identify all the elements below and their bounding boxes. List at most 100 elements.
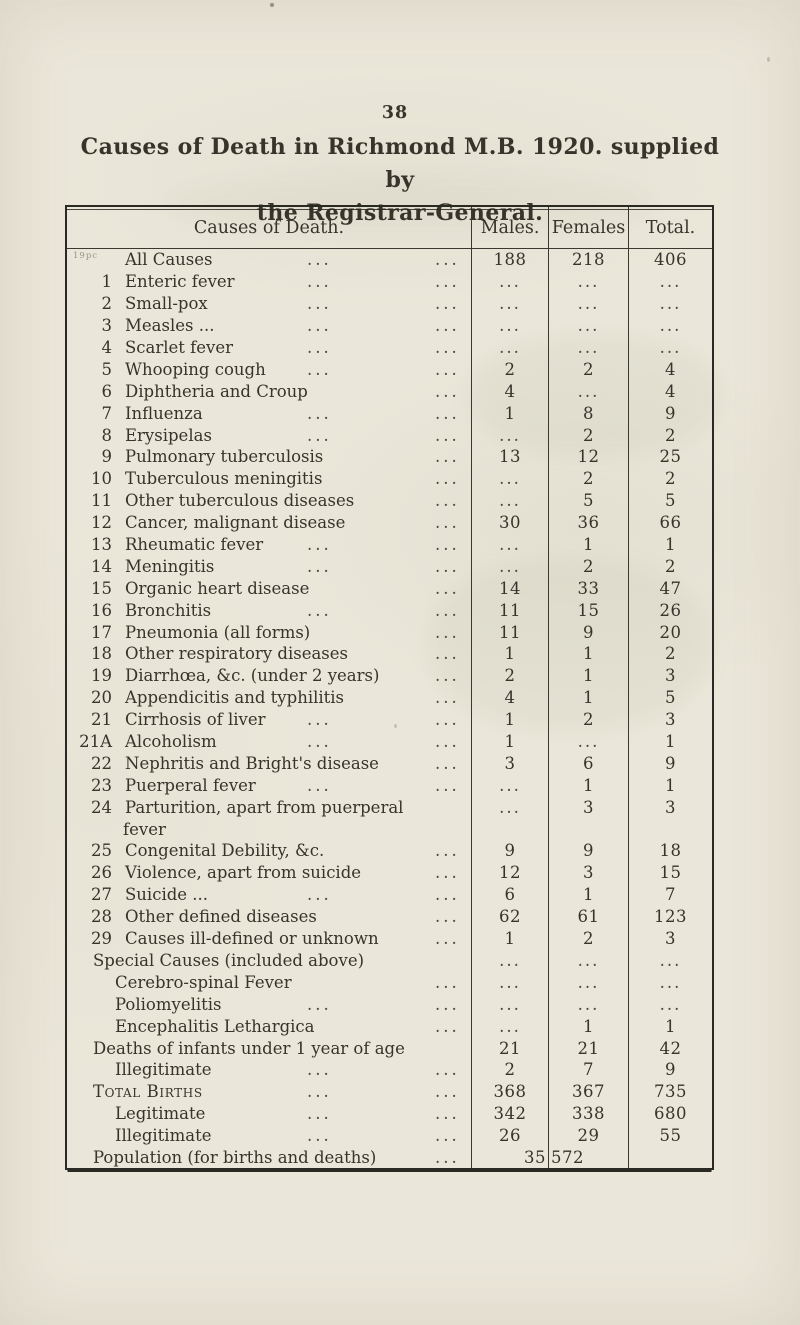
leader-dots: ... — [307, 272, 332, 292]
cause-number: 27 — [91, 885, 112, 905]
cause-label: Alcoholism — [125, 732, 217, 752]
males-value: ... — [471, 1015, 548, 1038]
males-value: ... — [471, 533, 548, 556]
showthrough-smudge — [430, 560, 710, 730]
table-row: 7 Influenza ... ... 1 8 9 — [67, 402, 712, 425]
males-value: ... — [471, 467, 548, 490]
leader-dots: ... — [307, 885, 332, 905]
table-row: Encephalitis Lethargica ... ... 1 1 — [67, 1015, 712, 1038]
total-value: 2 — [628, 643, 712, 665]
females-value — [548, 818, 628, 841]
leader-dots: ... — [435, 929, 460, 949]
cause-label: Congenital Debility, &c. — [125, 841, 325, 861]
leader-dots: ... — [435, 469, 460, 489]
cause-cell: Illegitimate ... ... — [67, 1125, 471, 1147]
cause-cell: 13 Rheumatic fever ... ... — [67, 534, 471, 556]
females-value: 2 — [548, 927, 628, 950]
cause-cell: fever — [67, 818, 471, 840]
cause-number: 9 — [101, 447, 113, 467]
cause-label: Measles ... — [125, 316, 215, 336]
total-value: 3 — [628, 927, 712, 950]
cause-number: 28 — [91, 907, 112, 927]
females-value: 8 — [548, 402, 628, 425]
females-value: 9 — [548, 621, 628, 644]
leader-dots: ... — [435, 491, 460, 511]
males-value: 26 — [471, 1124, 548, 1147]
females-value: 36 — [548, 511, 628, 534]
females-value: ... — [548, 380, 628, 403]
cause-number: 22 — [91, 753, 112, 773]
cause-cell: 17 Pneumonia (all forms) ... — [67, 621, 471, 643]
cause-number: 26 — [91, 863, 112, 883]
table-row: 23 Puerperal fever ... ... ... 1 1 — [67, 774, 712, 797]
leader-dots: ... — [307, 994, 332, 1014]
total-value: 1 — [628, 1015, 712, 1038]
cause-number: 16 — [91, 600, 112, 620]
females-value: 2 — [548, 467, 628, 490]
males-value: 1 — [471, 730, 548, 753]
males-value: 9 — [471, 840, 548, 862]
females-value: ... — [548, 949, 628, 972]
females-value: 2 — [548, 555, 628, 578]
males-value: 11 — [471, 599, 548, 622]
cause-cell: Legitimate ... ... — [67, 1103, 471, 1125]
cause-cell: 27 Suicide ... ... ... — [67, 884, 471, 906]
total-value: 66 — [628, 511, 712, 534]
cause-label: fever — [123, 819, 166, 839]
table-row: 9 Pulmonary tuberculosis ... 13 12 25 — [67, 446, 712, 468]
males-value: 1 — [471, 927, 548, 950]
total-value: 47 — [628, 577, 712, 600]
leader-dots: ... — [307, 732, 332, 752]
cause-cell: 11 Other tuberculous diseases ... — [67, 490, 471, 512]
cause-cell: 16 Bronchitis ... ... — [67, 599, 471, 621]
females-value: 1 — [548, 664, 628, 687]
total-value: 15 — [628, 861, 712, 884]
males-value: ... — [471, 336, 548, 359]
cause-label: Pulmonary tuberculosis — [125, 447, 324, 467]
total-value: 3 — [628, 796, 712, 819]
cause-number: 20 — [91, 688, 112, 708]
total-value: 1 — [628, 730, 712, 753]
leader-dots: ... — [435, 316, 460, 336]
col-header-males: Males. — [471, 207, 548, 248]
total-value: ... — [628, 336, 712, 359]
table-row: 14 Meningitis ... ... ... 2 2 — [67, 555, 712, 578]
table-row: 5 Whooping cough ... ... 2 2 4 — [67, 358, 712, 381]
table-row: Total Births ... ... 368 367 735 — [67, 1080, 712, 1103]
table-body: 19pc All Causes ... ... 188 218 406 1 En… — [67, 249, 712, 1169]
cause-cell: Illegitimate ... ... — [67, 1059, 471, 1081]
total-value: 2 — [628, 424, 712, 447]
leader-dots: ... — [435, 556, 460, 576]
cause-cell: 10 Tuberculous meningitis ... — [67, 468, 471, 490]
cause-cell: 22 Nephritis and Bright's disease ... — [67, 752, 471, 774]
table-row: Illegitimate ... ... 2 7 9 — [67, 1058, 712, 1081]
cause-cell: 20 Appendicitis and typhilitis ... — [67, 687, 471, 709]
table-row: 21A Alcoholism ... ... 1 ... 1 — [67, 730, 712, 753]
total-value: 25 — [628, 446, 712, 468]
table-row: 1 Enteric fever ... ... ... ... ... — [67, 270, 712, 293]
cause-label: Other tuberculous diseases — [125, 491, 355, 511]
cause-number: 13 — [91, 535, 112, 555]
cause-cell: Encephalitis Lethargica ... — [67, 1015, 471, 1037]
page-title-line2: the Registrar-General. — [256, 200, 544, 226]
cause-cell: Cerebro-spinal Fever ... — [67, 971, 471, 993]
leader-dots: ... — [307, 403, 332, 423]
leader-dots: ... — [435, 1016, 460, 1036]
table-row: 15 Organic heart disease ... 14 33 47 — [67, 577, 712, 600]
cause-cell: 2 Small-pox ... ... — [67, 293, 471, 315]
males-value: 12 — [471, 861, 548, 884]
males-value: ... — [471, 774, 548, 797]
table-row: Legitimate ... ... 342 338 680 — [67, 1102, 712, 1125]
cause-number: 24 — [91, 797, 112, 817]
cause-cell: 21A Alcoholism ... ... — [67, 731, 471, 753]
total-value: 9 — [628, 402, 712, 425]
males-value: 188 — [471, 249, 548, 271]
total-value: 26 — [628, 599, 712, 622]
table-row: 18 Other respiratory diseases ... 1 1 2 — [67, 643, 712, 665]
total-value: 20 — [628, 621, 712, 644]
table-row: Illegitimate ... ... 26 29 55 — [67, 1124, 712, 1147]
cause-label: Illegitimate — [115, 1060, 212, 1080]
cause-number: 6 — [101, 381, 113, 401]
leader-dots: ... — [307, 1082, 332, 1102]
males-value: ... — [471, 796, 548, 819]
